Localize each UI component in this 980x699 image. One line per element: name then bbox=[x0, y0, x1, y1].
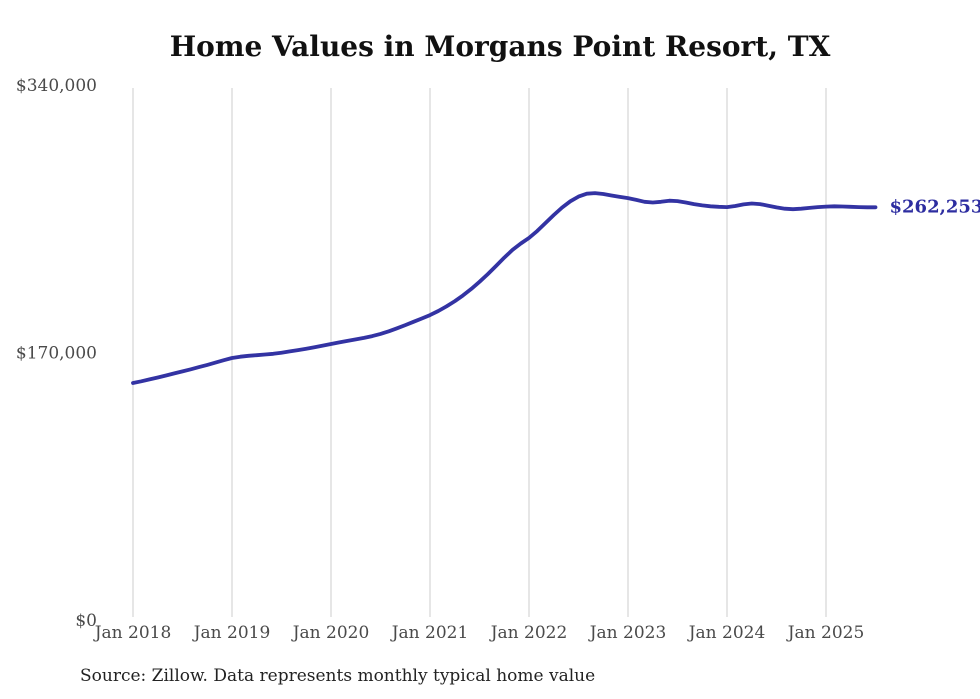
x-tick-label: Jan 2025 bbox=[786, 623, 865, 643]
x-tick-label: Jan 2019 bbox=[192, 623, 271, 643]
x-tick-label: Jan 2020 bbox=[291, 623, 370, 643]
x-axis-labels: Jan 2018 Jan 2019 Jan 2020 Jan 2021 Jan 2022… bbox=[93, 623, 865, 643]
home-value-line bbox=[131, 191, 878, 385]
y-tick-label: $0 bbox=[75, 611, 97, 631]
chart-title: Home Values in Morgans Point Resort, TX bbox=[169, 30, 831, 63]
x-tick-label: Jan 2021 bbox=[390, 623, 469, 643]
x-tick-label: Jan 2023 bbox=[588, 623, 667, 643]
x-tick-label: Jan 2024 bbox=[687, 623, 766, 643]
gridlines bbox=[132, 88, 827, 617]
y-tick-label: $170,000 bbox=[16, 344, 97, 364]
x-tick-label: Jan 2018 bbox=[93, 623, 172, 643]
end-value-label: $262,253 bbox=[890, 196, 980, 217]
y-tick-label: $340,000 bbox=[16, 76, 97, 96]
y-axis-labels: $0 $170,000 $340,000 bbox=[16, 76, 97, 631]
x-tick-label: Jan 2022 bbox=[489, 623, 568, 643]
source-note: Source: Zillow. Data represents monthly … bbox=[80, 666, 596, 686]
